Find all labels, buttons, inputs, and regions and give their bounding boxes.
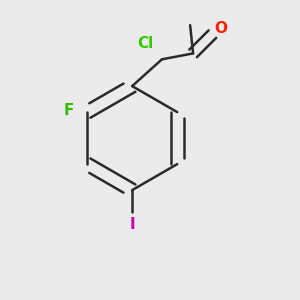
Text: F: F [64, 103, 74, 118]
Text: O: O [214, 21, 227, 36]
Text: Cl: Cl [137, 35, 154, 50]
Text: I: I [129, 218, 135, 232]
